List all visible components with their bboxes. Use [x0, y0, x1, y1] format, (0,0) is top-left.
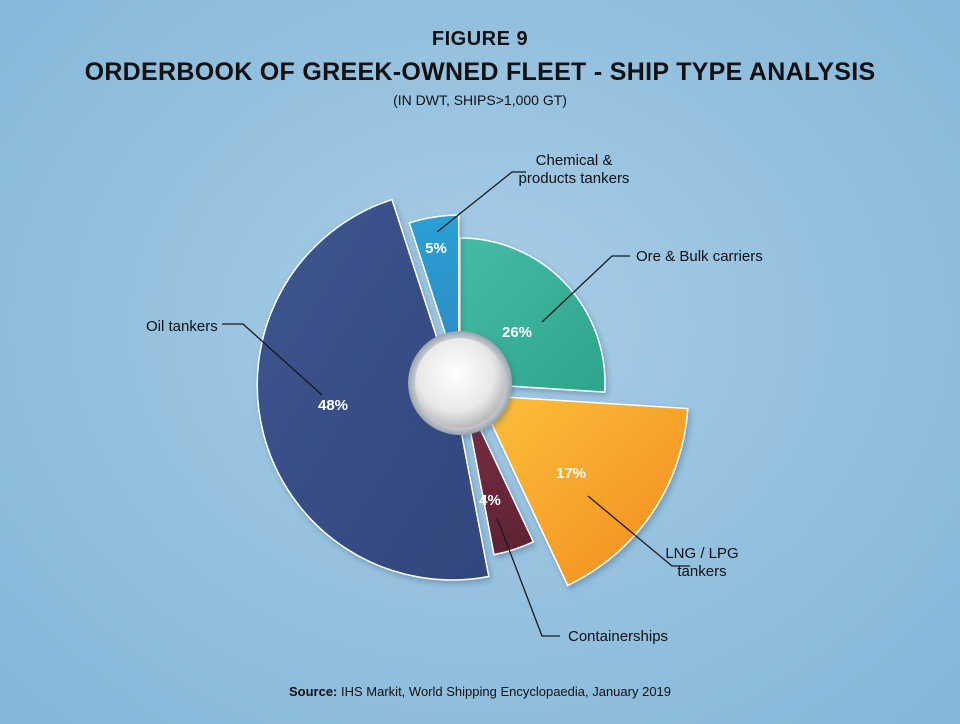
pie-center-hub — [408, 331, 512, 435]
leader-line — [436, 171, 526, 233]
data-label: 17% — [556, 465, 586, 482]
source-note: Source: IHS Markit, World Shipping Encyc… — [0, 684, 960, 699]
leader-line — [541, 255, 630, 323]
leader-line — [496, 517, 560, 637]
data-label: 48% — [318, 397, 348, 414]
data-label: 4% — [479, 492, 501, 509]
category-label: Ore & Bulk carriers — [636, 248, 763, 265]
leader-line — [222, 323, 323, 396]
source-text: IHS Markit, World Shipping Encyclopaedia… — [341, 684, 672, 699]
category-label: Oil tankers — [146, 318, 218, 335]
pie-slice-containerships — [462, 392, 535, 556]
data-label: 5% — [425, 240, 447, 257]
data-label: 26% — [502, 324, 532, 341]
category-label: Chemical & products tankers — [519, 152, 630, 187]
figure-label: FIGURE 9 — [431, 28, 529, 50]
category-label: Containerships — [568, 628, 668, 645]
chart-subtitle: (IN DWT, SHIPS>1,000 GT) — [393, 92, 567, 108]
pie-slice-oil-tankers — [256, 198, 490, 581]
leader-line — [587, 495, 690, 567]
category-label: LNG / LPG tankers — [665, 545, 738, 580]
source-label: Source: — [288, 684, 338, 699]
chart-title: ORDERBOOK OF GREEK-OWNED FLEET - SHIP TY… — [84, 58, 876, 86]
pie-slice-lng-lpg-tankers — [476, 394, 689, 587]
